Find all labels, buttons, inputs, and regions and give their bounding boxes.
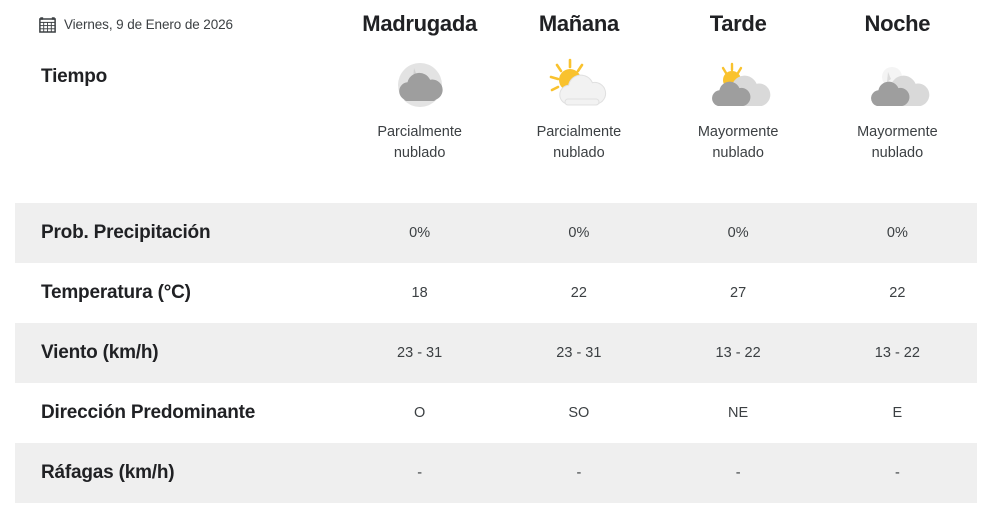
- weather-text-noche: Mayormente nublado: [857, 124, 938, 161]
- weather-text-tarde: Mayormente nublado: [697, 124, 779, 161]
- moon-behind-large-cloud-icon: [871, 67, 930, 106]
- cell-rafagas-noche: -: [894, 465, 900, 481]
- row-label-cell: Viento (km/h): [15, 342, 340, 364]
- row-label-rafagas: Ráfagas (km/h): [41, 462, 175, 483]
- row-label-cell: Ráfagas (km/h): [15, 462, 340, 484]
- cell-tiempo-tarde: Mayormente nublado: [659, 48, 818, 163]
- cell-temp-noche: 22: [889, 285, 906, 301]
- cell-rafagas-tarde: -: [735, 465, 741, 481]
- cell-precip-manana: 0%: [568, 225, 590, 241]
- cell-precip-tarde: 0%: [727, 225, 749, 241]
- row-label-cell: Prob. Precipitación: [15, 222, 340, 244]
- forecast-date: Viernes, 9 de Enero de 2026: [15, 16, 340, 33]
- cell-viento-manana: 23 - 31: [556, 345, 602, 361]
- cell-precip-noche: 0%: [886, 225, 908, 241]
- cell-tiempo-noche: Mayormente nublado: [818, 48, 977, 163]
- row-label-prob-precipitacion: Prob. Precipitación: [41, 222, 211, 243]
- forecast-date-text: Viernes, 9 de Enero de 2026: [64, 16, 233, 32]
- table-row-direccion-predominante: Dirección Predominante O SO NE E: [15, 383, 977, 443]
- forecast-header-row: Viernes, 9 de Enero de 2026 Madrugada Ma…: [15, 0, 977, 48]
- sun-behind-large-cloud-icon: [712, 62, 771, 106]
- cell-viento-tarde: 13 - 22: [715, 345, 761, 361]
- row-label-tiempo: Tiempo: [41, 66, 108, 87]
- cell-precip-madrugada: 0%: [409, 225, 431, 241]
- cell-tiempo-madrugada: Parcialmente nublado: [340, 48, 499, 163]
- cell-direccion-madrugada: O: [413, 405, 426, 421]
- row-label-cell: Tiempo: [15, 48, 340, 88]
- weather-text-manana: Parcialmente nublado: [536, 124, 622, 161]
- table-row-viento: Viento (km/h) 23 - 31 23 - 31 13 - 22 13…: [15, 323, 977, 383]
- moon-behind-cloud-icon: [397, 63, 443, 107]
- row-label-temperatura: Temperatura (°C): [41, 282, 191, 303]
- table-row-tiempo: Tiempo Parcialmente nublado: [15, 48, 977, 203]
- weather-text-madrugada: Parcialmente nublado: [377, 124, 462, 161]
- table-row-rafagas: Ráfagas (km/h) - - - -: [15, 443, 977, 503]
- row-label-cell: Temperatura (°C): [15, 282, 340, 304]
- column-header-madrugada: Madrugada: [362, 11, 477, 36]
- cell-tiempo-manana: Parcialmente nublado: [499, 48, 658, 163]
- column-header-tarde: Tarde: [709, 11, 767, 36]
- cell-direccion-tarde: NE: [728, 405, 749, 421]
- cell-direccion-manana: SO: [568, 405, 590, 421]
- row-label-cell: Dirección Predominante: [15, 402, 340, 424]
- table-row-prob-precipitacion: Prob. Precipitación 0% 0% 0% 0%: [15, 203, 977, 263]
- column-header-noche: Noche: [864, 11, 931, 36]
- cell-rafagas-manana: -: [576, 465, 582, 481]
- cell-direccion-noche: E: [892, 405, 903, 421]
- cell-temp-madrugada: 18: [411, 285, 428, 301]
- cell-temp-manana: 22: [570, 285, 587, 301]
- cell-viento-madrugada: 23 - 31: [397, 345, 443, 361]
- row-label-viento: Viento (km/h): [41, 342, 159, 363]
- cell-temp-tarde: 27: [730, 285, 747, 301]
- calendar-icon: [39, 16, 56, 33]
- row-label-direccion-predominante: Dirección Predominante: [41, 402, 256, 423]
- cell-rafagas-madrugada: -: [417, 465, 423, 481]
- cell-viento-noche: 13 - 22: [874, 345, 920, 361]
- table-row-temperatura: Temperatura (°C) 18 22 27 22: [15, 263, 977, 323]
- sun-behind-cloud-icon: [549, 58, 606, 106]
- column-header-manana: Mañana: [538, 11, 619, 36]
